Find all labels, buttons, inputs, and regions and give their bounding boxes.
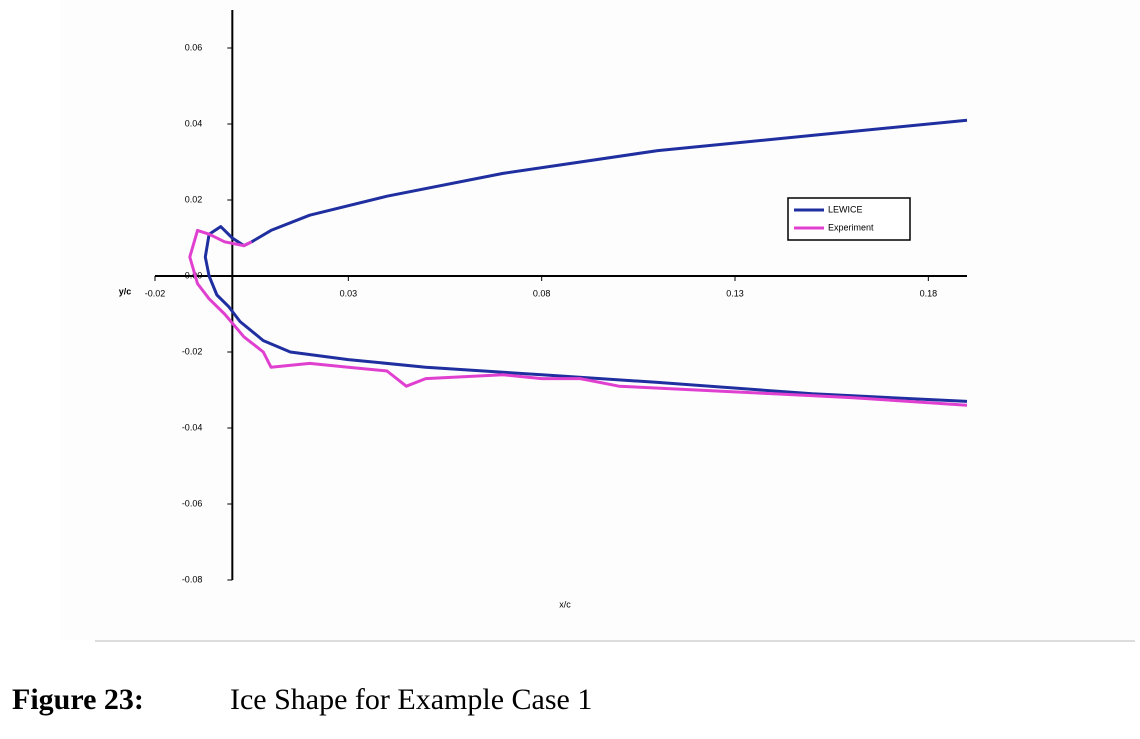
x-axis-label: x/c [559,599,571,609]
legend-label: Experiment [828,222,874,232]
series-line [203,118,968,403]
y-tick-label: 0.02 [185,194,203,204]
y-tick-label: -0.04 [182,422,203,432]
caption-text: Ice Shape for Example Case 1 [230,683,592,716]
y-tick-label: -0.08 [182,574,203,584]
y-tick-label: -0.06 [182,498,203,508]
legend-box [787,197,911,241]
y-tick-label: -0.02 [182,346,203,356]
x-tick-label: 0.08 [533,288,551,298]
x-tick-label: -0.02 [145,288,166,298]
caption-label: Figure 23: [12,683,144,716]
x-tick-label: 0.03 [340,288,358,298]
series-line [188,228,968,407]
legend-label: LEWICE [828,204,863,214]
x-tick-label: 0.13 [726,288,744,298]
figure-bg [60,0,1140,640]
y-axis-label: y/c [119,286,132,296]
y-tick-label: 0.06 [185,42,203,52]
y-tick-label: 0.04 [185,118,203,128]
x-tick-label: 0.18 [920,288,938,298]
